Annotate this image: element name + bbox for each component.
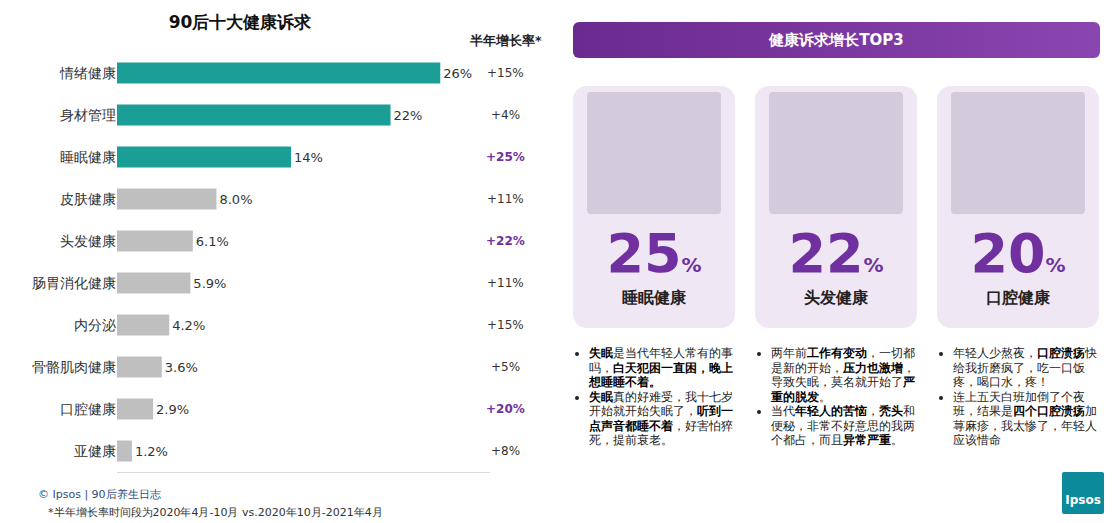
html-text:两年前工作有变动，一切都是新的开始，压力也激增，导致失眠，莫: 两年前工作有变动，一切都是新的开始，压力也激增，导致失眠，莫名就开始了严重的脱发… (771, 346, 915, 404)
html-text:年轻人少熬夜，口腔溃疡快给我折磨疯了，吃一口饭疼，喝口水，疼: 年轻人少熬夜，口腔溃疡快给我折磨疯了，吃一口饭疼，喝口水，疼！ (953, 346, 1097, 389)
html-text:健康诉求增长TOP3: 健康诉求增长TOP3 (769, 31, 904, 49)
html-text:© Ipsos | 90后养生日志: © Ipsos | 90后养生日志 (38, 488, 161, 501)
svg-text:26%: 26% (443, 66, 472, 81)
svg-text:情绪健康: 情绪健康 (59, 65, 116, 81)
svg-text:头发健康: 头发健康 (60, 233, 116, 249)
svg-text:22%: 22% (394, 108, 423, 123)
html-text:25: 25 (606, 222, 682, 285)
svg-text:+20%: +20% (486, 402, 525, 416)
html-text:失眠是当代年轻人常有的事吗，白天犯困一直困，晚上想睡睡不着。: 失眠是当代年轻人常有的事吗，白天犯困一直困，晚上想睡睡不着。 (589, 346, 733, 389)
svg-text:肠胃消化健康: 肠胃消化健康 (32, 275, 116, 291)
svg-text:皮肤健康: 皮肤健康 (60, 191, 116, 207)
svg-text:2.9%: 2.9% (156, 402, 189, 417)
html-text:20: 20 (970, 222, 1046, 285)
svg-text:骨骼肌肉健康: 骨骼肌肉健康 (32, 359, 116, 375)
svg-text:8.0%: 8.0% (219, 192, 252, 207)
svg-text:14%: 14% (294, 150, 323, 165)
svg-text:睡眠健康: 睡眠健康 (60, 149, 116, 165)
html-text:22: 22 (788, 222, 864, 285)
html-text:连上五天白班加倒了个夜班，结果是四个口腔溃疡加荨麻疹，我太惨: 连上五天白班加倒了个夜班，结果是四个口腔溃疡加荨麻疹，我太惨了，年轻人应该惜命 (953, 389, 1097, 447)
svg-text:+11%: +11% (487, 276, 524, 290)
svg-text:5.9%: 5.9% (193, 276, 226, 291)
html-text:Ipsos: Ipsos (1065, 493, 1101, 507)
html-text:头发健康: 头发健康 (804, 288, 868, 307)
svg-text:+22%: +22% (486, 234, 525, 248)
html-text:睡眠健康: 睡眠健康 (622, 288, 686, 307)
svg-text:亚健康: 亚健康 (74, 443, 116, 459)
svg-text:内分泌: 内分泌 (74, 317, 116, 333)
html-text:口腔健康: 口腔健康 (986, 288, 1050, 307)
svg-text:+15%: +15% (487, 66, 524, 80)
html-text:*半年增长率时间段为2020年4月-10月 vs.2020年: *半年增长率时间段为2020年4月-10月 vs.2020年10月-2021年4… (48, 506, 383, 519)
svg-text:3.6%: 3.6% (165, 360, 198, 375)
svg-text:1.2%: 1.2% (135, 444, 168, 459)
svg-text:+11%: +11% (487, 192, 524, 206)
svg-text:半年增长率*: 半年增长率* (469, 33, 542, 48)
svg-text:+25%: +25% (486, 150, 525, 164)
svg-text:+5%: +5% (491, 360, 520, 374)
svg-text:6.1%: 6.1% (196, 234, 229, 249)
svg-text:90后十大健康诉求: 90后十大健康诉求 (169, 12, 313, 32)
svg-text:身材管理: 身材管理 (60, 107, 116, 123)
svg-text:4.2%: 4.2% (172, 318, 205, 333)
svg-text:+8%: +8% (491, 444, 520, 458)
svg-text:+15%: +15% (487, 318, 524, 332)
html-text:当代年轻人的苦恼，秃头和便秘，非常不好意思的我两个都占，而且: 当代年轻人的苦恼，秃头和便秘，非常不好意思的我两个都占，而且异常严重。 (771, 404, 915, 447)
svg-text:+4%: +4% (491, 108, 520, 122)
html-text:失眠真的好难受，我十七岁开始就开始失眠了，听到一点声音都睡不: 失眠真的好难受，我十七岁开始就开始失眠了，听到一点声音都睡不着，好害怕猝死，提前… (589, 389, 733, 447)
svg-text:口腔健康: 口腔健康 (60, 401, 116, 417)
